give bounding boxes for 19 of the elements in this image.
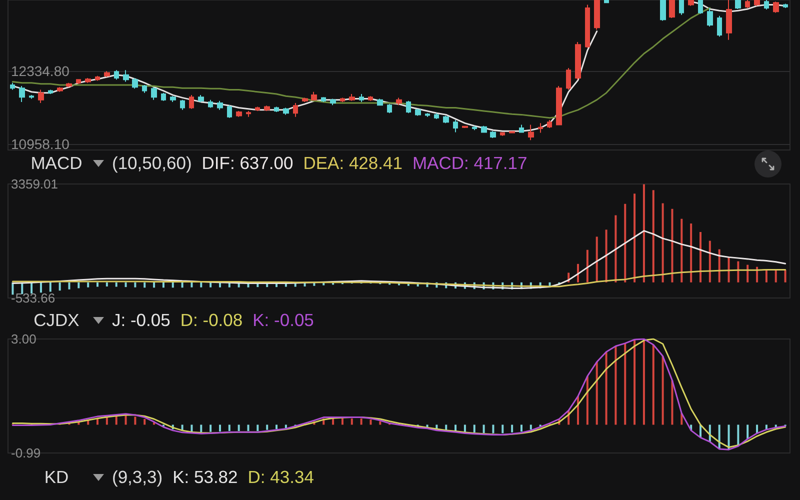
chart-title: MACD [30, 152, 84, 174]
text: DIF: 637.00 [202, 152, 294, 174]
chart-title: CJDX [32, 310, 80, 330]
text: (9,3,3) [112, 466, 163, 488]
text: D: 43.34 [248, 466, 314, 488]
text: MACD: 417.17 [412, 152, 528, 174]
text: K: 53.82 [172, 466, 238, 488]
y-tick-label: 3359.01 [11, 176, 58, 192]
y-tick-label: -533.66 [11, 290, 56, 306]
chart-subtitle: (10,50,60) [112, 152, 192, 174]
text: J: -0.05 [112, 310, 170, 330]
text: KD [43, 466, 70, 488]
y-tick-label: 10958.10 [11, 136, 70, 152]
y-tick-label: -0.99 [11, 446, 41, 460]
y-tick-label: 12334.80 [11, 62, 70, 79]
text: D: -0.08 [180, 310, 243, 330]
text: K: -0.05 [252, 310, 314, 330]
text: DEA: 428.41 [303, 152, 402, 174]
y-tick-label: 3.00 [11, 332, 36, 346]
